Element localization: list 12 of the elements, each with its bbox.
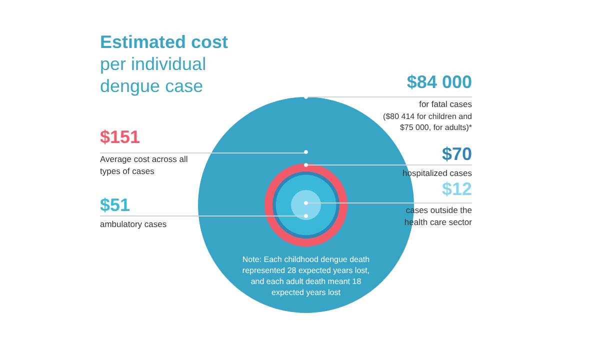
data-label: $70 [442,144,472,164]
text: Estimated cost [100,32,228,52]
text: Note: Each childhood dengue death represented 28 expected years lost, and each adult death meant 18 expected years lost [242,255,370,297]
text: ($80 414 for children and $75 000, for adults)* [383,112,472,132]
category-label: Average cost across all types of cases [100,154,188,176]
data-label: $151 [100,127,140,147]
category-label: ambulatory cases [100,219,167,229]
data-label: $12 [442,179,472,199]
text: per individual dengue case [100,54,206,96]
category-label: for fatal cases [419,99,472,109]
data-label: $84 000 [406,72,472,92]
data-label: $51 [100,195,130,215]
